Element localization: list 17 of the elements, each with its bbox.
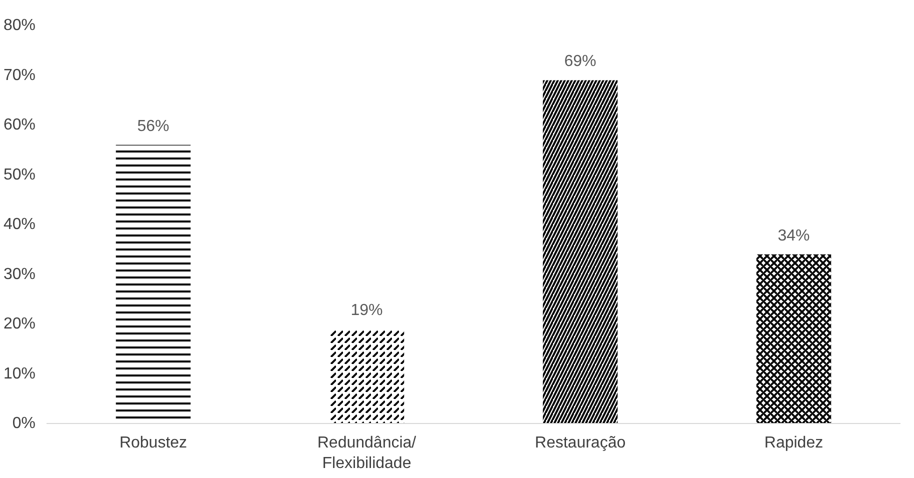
y-tick-label: 50% [3,166,36,184]
y-tick-label: 0% [12,415,36,432]
y-tick-label: 40% [3,216,36,233]
y-tick-label: 30% [3,266,36,283]
y-tick-label: 60% [3,116,36,134]
y-tick-label: 70% [3,66,36,84]
data-label: 69% [564,53,596,70]
x-tick-label: Restauração [534,434,626,452]
x-tick-label: Redundância/ Flexibilidade [317,434,417,472]
y-tick-label: 80% [3,17,36,34]
data-label: 56% [137,118,170,135]
x-tick-label: Robustez [119,434,188,452]
y-tick-label: 10% [3,365,36,382]
data-label: 34% [778,227,810,244]
data-label: 19% [350,302,383,319]
y-tick-label: 20% [3,316,36,332]
x-tick-label: Rapidez [764,434,824,452]
